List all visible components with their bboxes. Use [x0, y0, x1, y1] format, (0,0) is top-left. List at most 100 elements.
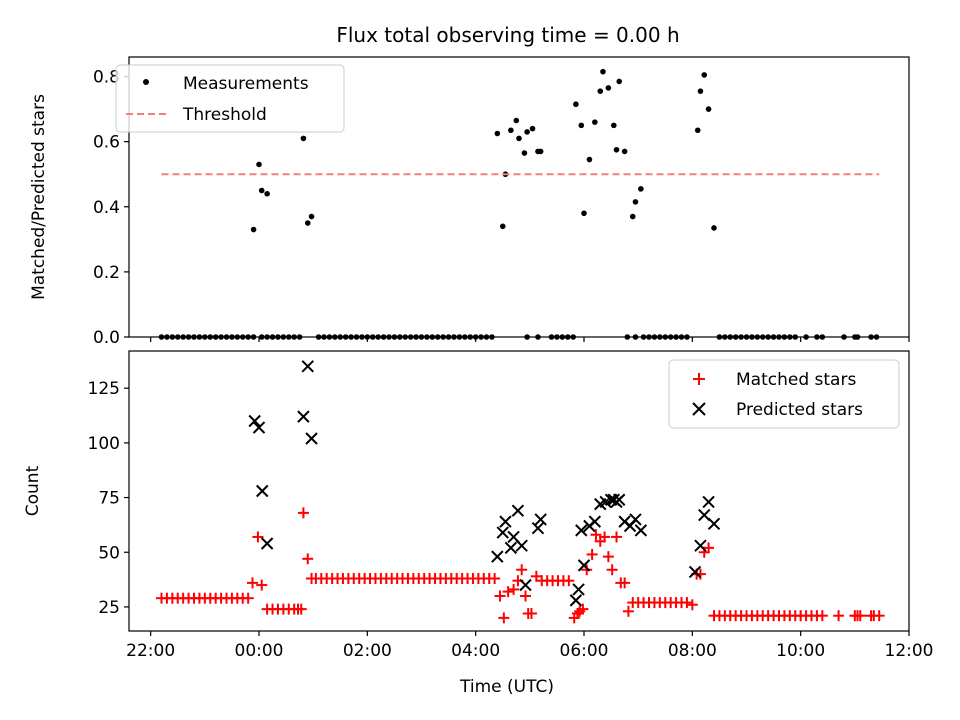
bottom-data-marks	[156, 360, 885, 624]
measurement-point	[705, 106, 712, 112]
measurement-point	[537, 148, 544, 155]
matched-stars-point	[854, 610, 866, 622]
measurement-point	[621, 148, 628, 155]
matched-stars-point	[622, 605, 634, 617]
top-axes-frame	[128, 56, 910, 338]
measurement-point	[613, 146, 620, 153]
measurement-point	[632, 199, 639, 205]
x-tick-label: 04:00	[451, 641, 500, 661]
predicted-stars-point	[260, 537, 274, 550]
measurement-point	[600, 68, 606, 75]
predicted-stars-point	[499, 515, 512, 528]
y-tick-label: 0.8	[93, 68, 120, 88]
predicted-stars-point	[569, 594, 583, 607]
x-tick-label: 08:00	[668, 641, 717, 661]
measurement-point	[578, 122, 585, 129]
predicted-stars-point	[702, 495, 715, 509]
matched-stars-point	[590, 529, 602, 541]
predicted-stars-point	[301, 360, 314, 373]
measurement-point	[616, 78, 623, 85]
y-tick-label: 50	[98, 543, 120, 563]
measurement-point	[711, 225, 717, 231]
matched-stars-point	[242, 592, 254, 604]
predicted-stars-point	[491, 550, 504, 563]
x-tick-label: 06:00	[560, 641, 609, 661]
matched-stars-point	[577, 603, 589, 615]
measurement-point	[513, 117, 520, 124]
measurement-point	[258, 187, 265, 194]
matched-stars-point	[520, 590, 531, 602]
x-tick-label: 22:00	[126, 641, 175, 661]
top-y-axis-label: Matched/Predicted stars	[29, 94, 49, 300]
matched-stars-point	[502, 586, 514, 598]
legend-measurements-marker	[143, 79, 149, 85]
predicted-stars-point	[629, 513, 642, 526]
measurement-point	[304, 220, 311, 226]
bottom-axes-frame	[128, 350, 910, 632]
predicted-stars-point	[694, 539, 707, 552]
matched-stars-point	[494, 590, 506, 602]
measurement-point	[581, 210, 587, 217]
measurement-point	[308, 213, 315, 220]
measurement-point	[521, 150, 528, 156]
measurement-point	[605, 85, 612, 91]
bottom-panel: 22:00 00:00 02:00 04:00 06:00 08:00 10:00 12:00…	[23, 350, 934, 697]
matched-stars-point	[686, 599, 698, 611]
measurement-point	[494, 130, 501, 137]
matched-stars-point	[247, 577, 258, 589]
bottom-legend: Matched stars Predicted stars	[668, 359, 900, 429]
predicted-stars-point	[577, 559, 591, 572]
measurement-point	[508, 127, 514, 134]
predicted-stars-point	[634, 524, 648, 537]
measurement-point	[597, 88, 604, 94]
legend-matched-marker	[693, 373, 705, 385]
y-tick-label: 75	[98, 489, 120, 509]
predicted-stars-point	[248, 414, 261, 428]
legend-threshold-label: Threshold	[182, 105, 267, 125]
measurement-point	[516, 135, 522, 142]
matched-stars-point	[611, 531, 622, 543]
matched-stars-point	[498, 612, 510, 624]
predicted-stars-point	[496, 526, 509, 539]
measurement-point	[586, 156, 593, 163]
bottom-y-axis-label: Count	[23, 465, 43, 516]
measurement-point	[701, 72, 708, 78]
measurement-point	[529, 125, 536, 132]
bottom-axes-ticks: 22:00 00:00 02:00 04:00 06:00 08:00 10:00 12:00…	[88, 379, 934, 661]
matched-stars-point	[302, 553, 314, 565]
measurement-point	[638, 186, 644, 192]
top-legend: Measurements Threshold	[115, 64, 345, 133]
matched-stars-point	[619, 577, 631, 589]
measurement-point	[256, 161, 262, 168]
predicted-stars-point	[707, 517, 721, 531]
predicted-stars-point	[511, 504, 525, 517]
predicted-stars-point	[252, 421, 266, 434]
x-tick-label: 02:00	[343, 641, 392, 661]
predicted-stars-point	[504, 541, 518, 555]
predicted-stars-point	[519, 578, 532, 592]
predicted-stars-point	[688, 565, 702, 579]
x-tick-label: 12:00	[885, 641, 934, 661]
top-axes-ticks: 0.0 0.2 0.4 0.6 0.8	[93, 68, 910, 348]
matched-stars-point	[252, 531, 264, 543]
chart-title: Flux total observing time = 0.00 h	[336, 23, 679, 47]
legend-matched-label: Matched stars	[736, 370, 856, 390]
matched-stars-point	[606, 564, 618, 576]
matched-stars-point	[489, 573, 501, 584]
matched-stars-point	[525, 608, 537, 619]
predicted-stars-point	[613, 493, 626, 506]
predicted-stars-point	[698, 508, 711, 522]
measurement-point	[629, 213, 636, 220]
predicted-stars-point	[256, 484, 269, 498]
matched-stars-point	[599, 531, 611, 543]
matched-stars-point	[256, 579, 268, 591]
matched-stars-point	[703, 542, 715, 554]
predicted-stars-point	[531, 521, 545, 535]
predicted-stars-point	[534, 513, 547, 526]
top-panel: 0.00.20.40.60.8 Matched/Predicted stars …	[29, 56, 910, 348]
matched-stars-point	[563, 575, 575, 587]
matched-stars-point	[508, 583, 520, 595]
x-tick-label: 00:00	[235, 641, 284, 661]
legend-predicted-marker	[692, 402, 706, 416]
